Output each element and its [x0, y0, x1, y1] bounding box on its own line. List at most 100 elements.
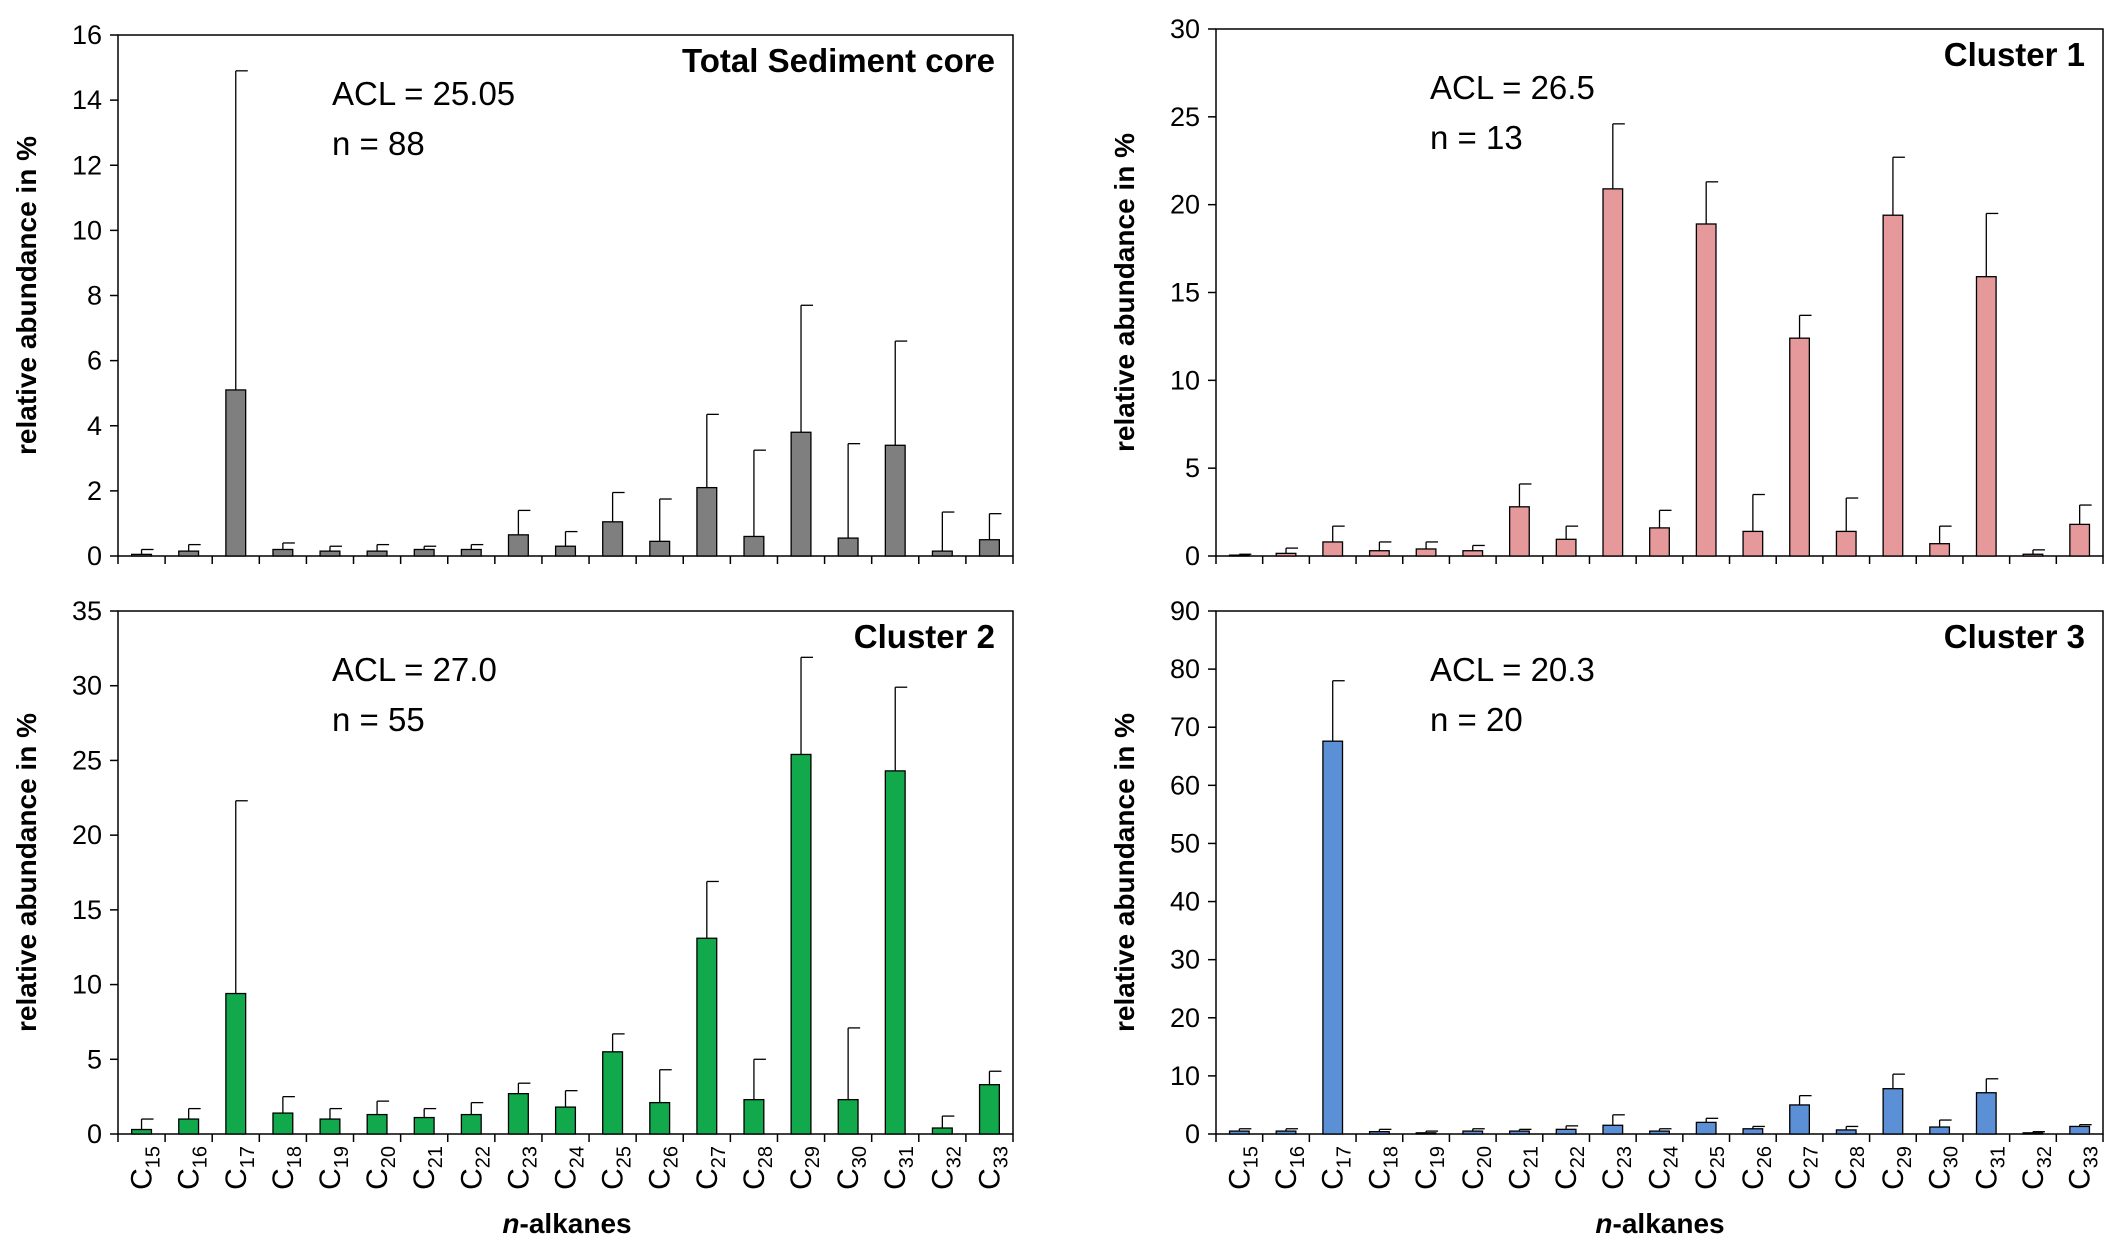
cluster-3-bar-c27: [1789, 1104, 1811, 1135]
cluster-2-bar-c23: [507, 1093, 529, 1135]
panel-cluster-2: 0 5 10 15 20 25 30 35 relative abundance in % Clu…: [11, 596, 1014, 1239]
category-prefix: C: [502, 1168, 535, 1190]
cluster-2-ytick-label: 0: [87, 1119, 102, 1149]
x-axis-label-prefix: n: [502, 1208, 519, 1239]
cluster-3-bar-c25: [1695, 1121, 1717, 1135]
category-subscript: 32: [943, 1146, 965, 1168]
total-sediment-core-bar-c27: [696, 486, 718, 557]
cluster-2-category-label: C30: [832, 1146, 871, 1190]
cluster-2-bar-c18: [272, 1112, 294, 1135]
category-subscript: 28: [755, 1146, 777, 1168]
cluster-2-bar-c29: [790, 753, 812, 1135]
category-prefix: C: [738, 1168, 771, 1190]
total-sediment-core-bar-c24: [554, 545, 577, 557]
total-sediment-core-ytick-label: 0: [87, 541, 102, 571]
cluster-3-bar-c28: [1835, 1129, 1857, 1135]
total-sediment-core-ytick-label: 4: [87, 411, 102, 441]
cluster-1-bar-c17: [1322, 541, 1344, 557]
category-subscript: 22: [472, 1146, 494, 1168]
cluster-2-ytick-label: 15: [72, 895, 102, 925]
total-sediment-core-ytick-label: 10: [72, 215, 102, 245]
category-prefix: C: [173, 1168, 206, 1190]
cluster-2-bar-c27: [696, 937, 718, 1135]
cluster-2-category-label: C18: [267, 1146, 306, 1190]
category-subscript: 15: [1240, 1146, 1262, 1168]
total-sediment-core-n-annotation: n = 88: [332, 125, 425, 162]
category-prefix: C: [1877, 1168, 1910, 1190]
total-sediment-core-ytick-label: 16: [72, 20, 102, 50]
cluster-2-acl-annotation: ACL = 27.0: [332, 651, 497, 688]
total-sediment-core-bar-c31: [884, 444, 906, 557]
cluster-2-category-label: C23: [502, 1146, 541, 1190]
cluster-3-category-label: C24: [1644, 1146, 1683, 1190]
cluster-3-bar-c20: [1462, 1130, 1484, 1135]
category-prefix: C: [1924, 1168, 1957, 1190]
cluster-2-category-label: C22: [455, 1146, 494, 1190]
category-prefix: C: [361, 1168, 394, 1190]
category-subscript: 15: [143, 1146, 165, 1168]
category-subscript: 22: [1567, 1146, 1589, 1168]
cluster-1-bar-c29: [1882, 214, 1904, 557]
cluster-1-ytick-label: 0: [1185, 541, 1200, 571]
total-sediment-core-bar-c20: [366, 550, 388, 557]
cluster-3-bar-c32: [2022, 1132, 2044, 1135]
x-axis-label-prefix: n: [1595, 1208, 1612, 1239]
cluster-1-bar-c24: [1649, 527, 1670, 557]
panel-total-sediment-core: 0 2 4 6 8 10 12 14 16 relative abundance in % Tota…: [11, 20, 1014, 571]
cluster-2-bar-c16: [178, 1118, 200, 1135]
cluster-3-category-label: C17: [1317, 1146, 1356, 1190]
category-prefix: C: [408, 1168, 441, 1190]
total-sediment-core-bar-c23: [507, 534, 529, 557]
category-subscript: 21: [1520, 1146, 1542, 1168]
cluster-1-acl-annotation: ACL = 26.5: [1430, 69, 1595, 106]
category-prefix: C: [785, 1168, 818, 1190]
category-subscript: 26: [661, 1146, 683, 1168]
category-prefix: C: [832, 1168, 865, 1190]
cluster-3-category-label: C16: [1270, 1146, 1309, 1190]
cluster-1-bar-c26: [1742, 530, 1764, 557]
cluster-1-ytick-label: 10: [1170, 365, 1200, 395]
cluster-3-category-label: C26: [1737, 1146, 1776, 1190]
cluster-2-plot-frame: [117, 610, 1014, 1135]
cluster-3-category-label: C31: [1970, 1146, 2009, 1190]
category-prefix: C: [267, 1168, 300, 1190]
cluster-2-title: Cluster 2: [854, 618, 995, 655]
cluster-2-ytick-label: 5: [87, 1044, 102, 1074]
category-prefix: C: [1410, 1168, 1443, 1190]
category-subscript: 25: [614, 1146, 636, 1168]
category-prefix: C: [597, 1168, 630, 1190]
cluster-2-ytick-label: 25: [72, 745, 102, 775]
category-prefix: C: [1270, 1168, 1303, 1190]
cluster-3-bar-c31: [1975, 1092, 1997, 1135]
category-subscript: 28: [1847, 1146, 1869, 1168]
category-subscript: 29: [802, 1146, 824, 1168]
cluster-2-category-label: C28: [738, 1146, 777, 1190]
cluster-2-bar-c19: [319, 1118, 341, 1135]
cluster-1-bar-c25: [1695, 223, 1717, 557]
cluster-1-bar-c33: [2069, 523, 2091, 557]
category-subscript: 19: [331, 1146, 353, 1168]
cluster-2-bar-c17: [225, 992, 247, 1135]
cluster-2-x-axis-label: n-alkanes: [502, 1208, 631, 1239]
cluster-2-category-label: C25: [597, 1146, 636, 1190]
category-prefix: C: [926, 1168, 959, 1190]
cluster-3-category-label: C23: [1597, 1146, 1636, 1190]
cluster-2-ytick-label: 10: [72, 970, 102, 1000]
category-prefix: C: [1784, 1168, 1817, 1190]
cluster-2-bar-c33: [978, 1084, 1000, 1135]
cluster-2-category-label: C19: [314, 1146, 353, 1190]
cluster-1-ytick-label: 25: [1170, 102, 1200, 132]
cluster-3-ytick-label: 70: [1170, 712, 1200, 742]
category-prefix: C: [1737, 1168, 1770, 1190]
category-prefix: C: [1363, 1168, 1396, 1190]
category-prefix: C: [1970, 1168, 2003, 1190]
cluster-3-plot-frame: [1215, 610, 2104, 1135]
total-sediment-core-bar-c22: [460, 548, 482, 557]
cluster-3-category-label: C29: [1877, 1146, 1916, 1190]
cluster-3-category-label: C18: [1363, 1146, 1402, 1190]
cluster-3-category-label: C28: [1830, 1146, 1869, 1190]
category-subscript: 32: [2034, 1146, 2056, 1168]
cluster-3-bar-c23: [1602, 1124, 1624, 1135]
cluster-3-acl-annotation: ACL = 20.3: [1430, 651, 1595, 688]
cluster-3-bar-c33: [2069, 1125, 2091, 1135]
